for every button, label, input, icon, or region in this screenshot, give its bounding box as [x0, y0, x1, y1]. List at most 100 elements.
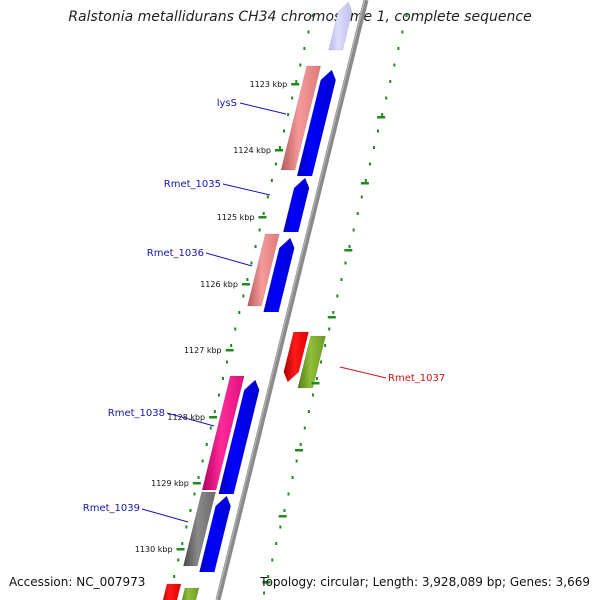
topology-value: circular: [320, 575, 365, 589]
ruler-dot: [193, 492, 196, 496]
gene-feature-rmet-1039: [199, 495, 231, 573]
major-tick-outer: [377, 116, 386, 119]
major-tick: [192, 482, 201, 485]
ruler-dot: [213, 410, 216, 413]
major-tick-outer: [360, 182, 369, 185]
ruler-dot: [324, 344, 327, 347]
gene-label-layer: lysS Rmet_1035 Rmet_1036 Rmet_1037 Rmet_1038…: [83, 98, 445, 523]
ruler-dot: [401, 30, 404, 34]
gene-label: Rmet_1035: [164, 179, 221, 190]
tick-label: 1126 kbp: [200, 280, 238, 289]
ruler-dot: [291, 476, 294, 479]
ruler-dot: [389, 80, 392, 83]
ruler-dot: [328, 327, 331, 331]
topology-label: Topology:: [260, 575, 317, 589]
ruler-dot: [320, 360, 323, 364]
gene-feature-rmet-1038: [218, 379, 260, 495]
ruler-dot: [283, 509, 286, 512]
ruler-dot: [307, 30, 310, 34]
ruler-dot: [270, 179, 273, 182]
ruler-dot: [364, 179, 367, 182]
map-title: Ralstonia metallidurans CH34 chromosome …: [68, 9, 532, 25]
ruler-dot: [234, 327, 237, 331]
gene-features: [162, 1, 353, 600]
gene-label: Rmet_1038: [108, 408, 165, 419]
ruler-dot: [275, 542, 278, 545]
ruler-dot: [372, 146, 375, 149]
ruler-dot: [209, 426, 212, 430]
ruler-dots-outer: [263, 14, 408, 595]
ruler-dot: [336, 294, 339, 298]
rna-feature: [280, 65, 322, 171]
ruler-dot: [360, 195, 363, 199]
accession-info: Accession: NC_007973: [9, 575, 145, 589]
ruler-dot: [295, 80, 298, 83]
ruler-dot: [287, 492, 290, 496]
ruler-dot: [291, 96, 294, 100]
gene-feature-rmet-1036: [263, 237, 295, 313]
ruler-dot: [230, 344, 233, 347]
tick-label: 1129 kbp: [151, 479, 189, 488]
ruler-dot: [393, 63, 396, 67]
gene-feature-rmet-1035: [282, 177, 310, 233]
sequence-summary: Topology: circular; Length: 3,928,089 bp…: [260, 575, 590, 589]
ruler-dot: [299, 63, 302, 67]
genes-label: Genes:: [509, 575, 552, 589]
ruler-dot: [258, 228, 261, 232]
tick-label: 1124 kbp: [233, 146, 271, 155]
ruler-dot: [181, 542, 184, 545]
ruler-dot: [266, 195, 269, 199]
ruler-dot: [197, 476, 200, 479]
ruler-dot: [283, 129, 286, 133]
rna-feature-reverse: [297, 335, 326, 389]
ruler-dot: [303, 47, 306, 50]
gene-label-leader: [239, 102, 287, 115]
gene-label: Rmet_1039: [83, 503, 140, 514]
ruler-dot: [274, 162, 277, 166]
length-label: Length:: [372, 575, 419, 589]
major-tick: [291, 83, 300, 86]
gene-feature-rmet-1037: [283, 331, 309, 383]
major-tick-outer: [311, 382, 320, 385]
gene-label: Rmet_1037: [388, 373, 445, 384]
major-tick: [176, 548, 185, 551]
major-tick: [258, 216, 267, 219]
major-tick-outer: [278, 515, 287, 518]
ruler-dot: [352, 228, 355, 232]
ruler-dot: [238, 311, 241, 314]
gene-label-leader: [205, 252, 253, 267]
ruler-dot: [177, 558, 180, 562]
ruler-dot: [262, 212, 265, 215]
accession-value: NC_007973: [76, 575, 146, 589]
gene-feature-partial: [162, 583, 182, 600]
ruler-dot: [332, 311, 335, 314]
tick-label: 1125 kbp: [217, 213, 255, 222]
ruler-dot: [226, 360, 229, 364]
gene-label: Rmet_1036: [147, 248, 204, 259]
ruler-dot: [311, 393, 314, 397]
gene-label: lysS: [217, 98, 237, 109]
gene-label-leader: [141, 508, 189, 523]
major-tick: [241, 283, 250, 286]
ruler-dot: [250, 261, 253, 265]
tick-label: 1123 kbp: [250, 80, 288, 89]
accession-label: Accession:: [9, 575, 73, 589]
gene-label-leader: [166, 412, 215, 427]
gene-feature-lysS: [296, 69, 337, 177]
backbone-highlight: [216, 0, 366, 600]
rna-feature: [247, 233, 280, 307]
ruler-dot: [299, 443, 302, 446]
tick-label: 1128 kbp: [167, 413, 205, 422]
major-tick: [209, 416, 218, 419]
ruler-dot: [385, 96, 388, 100]
major-tick: [274, 149, 283, 152]
ruler-dot: [344, 261, 347, 265]
major-tick-outer: [262, 581, 271, 584]
rna-feature: [183, 491, 216, 567]
ruler-dot: [267, 575, 270, 578]
major-tick-outer: [294, 449, 303, 452]
major-tick-outer: [327, 316, 336, 319]
gene-label-leader: [222, 183, 271, 196]
ruler-dot: [405, 14, 408, 17]
